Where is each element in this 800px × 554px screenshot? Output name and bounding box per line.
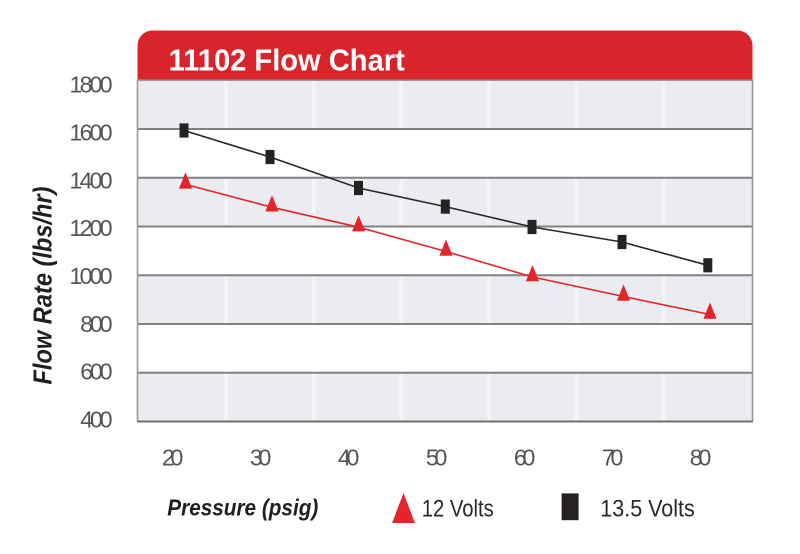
svg-text:1800: 1800 [70,72,113,98]
svg-text:60: 60 [514,444,536,470]
svg-text:30: 30 [250,444,272,470]
svg-text:1200: 1200 [70,215,113,241]
svg-text:12 Volts: 12 Volts [422,496,494,523]
svg-text:20: 20 [162,444,184,470]
svg-text:1000: 1000 [70,263,113,289]
svg-text:600: 600 [80,359,112,385]
svg-text:40: 40 [338,444,360,470]
svg-text:1600: 1600 [70,119,113,145]
svg-text:400: 400 [80,406,112,432]
svg-text:Flow Rate (lbs/hr): Flow Rate (lbs/hr) [30,187,58,385]
svg-text:80: 80 [690,444,712,470]
svg-text:1400: 1400 [70,167,113,193]
svg-text:11102 Flow Chart: 11102 Flow Chart [169,42,405,77]
svg-text:50: 50 [426,444,448,470]
svg-text:13.5 Volts: 13.5 Volts [600,496,695,523]
svg-text:Pressure (psig): Pressure (psig) [167,494,318,520]
svg-text:70: 70 [602,444,624,470]
svg-text:800: 800 [80,311,112,337]
